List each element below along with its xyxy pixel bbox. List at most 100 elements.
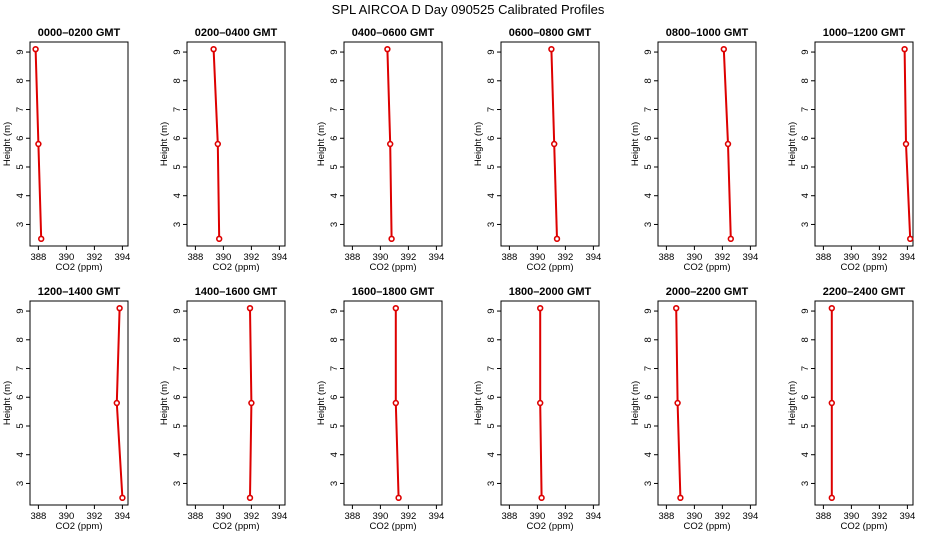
- data-point: [392, 399, 399, 407]
- x-axis-label: CO2 (ppm): [370, 521, 417, 532]
- y-tick-label: 3: [15, 481, 26, 486]
- y-tick-label: 6: [486, 395, 497, 400]
- x-tick-label: 388: [30, 511, 46, 522]
- x-tick-label: 394: [271, 511, 287, 522]
- data-point: [388, 235, 395, 243]
- x-tick-label: 394: [114, 511, 130, 522]
- y-tick-label: 9: [643, 308, 654, 313]
- plot-frame: [186, 41, 286, 247]
- x-tick-label: 394: [585, 252, 601, 263]
- y-tick-label: 6: [172, 136, 183, 141]
- y-tick-label: 8: [800, 78, 811, 83]
- plot-frame: [657, 300, 757, 506]
- y-tick-label: 6: [800, 136, 811, 141]
- y-tick-label: 9: [172, 308, 183, 313]
- y-tick-label: 8: [643, 337, 654, 342]
- profile-panel: 0400–0600 GMT 388 390 392 394 3 4 5 6 7 8 9 CO2 (ppm…: [316, 27, 444, 273]
- plot-frame: [343, 41, 443, 247]
- data-point: [901, 45, 908, 53]
- x-tick-label: 390: [529, 252, 545, 263]
- y-tick-label: 6: [15, 395, 26, 400]
- x-tick-label: 392: [557, 252, 573, 263]
- x-tick-label: 394: [585, 511, 601, 522]
- x-tick-label: 388: [658, 252, 674, 263]
- y-tick-label: 9: [15, 49, 26, 54]
- x-tick-label: 390: [686, 252, 702, 263]
- y-tick-label: 7: [643, 107, 654, 112]
- y-tick-label: 9: [15, 308, 26, 313]
- y-tick-label: 9: [329, 49, 340, 54]
- y-tick-label: 4: [329, 452, 340, 457]
- plot-frame: [500, 300, 600, 506]
- y-tick-label: 3: [329, 481, 340, 486]
- y-tick-label: 5: [486, 423, 497, 428]
- data-point: [210, 45, 217, 53]
- y-tick-label: 8: [329, 337, 340, 342]
- panel-title: 0400–0600 GMT: [352, 27, 435, 39]
- panel-title: 0600–0800 GMT: [509, 27, 592, 39]
- panel-title: 0200–0400 GMT: [195, 27, 278, 39]
- y-axis-label: Height (m): [2, 381, 13, 425]
- plot-frame: [186, 300, 286, 506]
- y-tick-label: 7: [329, 107, 340, 112]
- profile-panel: 2000–2200 GMT 388 390 392 394 3 4 5 6 7 8 9 CO2 (ppm…: [630, 286, 758, 532]
- y-tick-label: 5: [172, 164, 183, 169]
- data-point: [724, 140, 732, 148]
- data-point: [548, 45, 555, 53]
- y-tick-label: 5: [643, 164, 654, 169]
- profile-panel: 1400–1600 GMT 388 390 392 394 3 4 5 6 7 8 9 CO2 (ppm…: [159, 286, 287, 532]
- data-point: [246, 494, 254, 502]
- x-tick-label: 392: [243, 511, 259, 522]
- x-tick-label: 390: [58, 252, 74, 263]
- y-tick-label: 3: [15, 222, 26, 227]
- data-point: [553, 235, 561, 243]
- data-point: [727, 235, 734, 243]
- plot-frame: [814, 300, 914, 506]
- y-tick-label: 7: [800, 366, 811, 371]
- x-tick-label: 388: [815, 511, 831, 522]
- y-tick-label: 3: [643, 481, 654, 486]
- y-tick-label: 4: [329, 193, 340, 198]
- y-tick-label: 3: [172, 481, 183, 486]
- y-axis-label: Height (m): [473, 122, 484, 166]
- y-tick-label: 7: [643, 366, 654, 371]
- plot-frame: [29, 300, 129, 506]
- y-tick-label: 5: [15, 164, 26, 169]
- y-tick-label: 9: [800, 49, 811, 54]
- x-tick-label: 394: [742, 511, 758, 522]
- y-tick-label: 9: [486, 49, 497, 54]
- profile-panel: 0800–1000 GMT 388 390 392 394 3 4 5 6 7 8 9 CO2 (ppm…: [630, 27, 758, 273]
- x-tick-label: 390: [686, 511, 702, 522]
- y-tick-label: 8: [172, 78, 183, 83]
- y-tick-label: 4: [800, 452, 811, 457]
- data-point: [37, 235, 45, 243]
- data-point: [550, 140, 558, 148]
- y-tick-label: 6: [486, 136, 497, 141]
- data-point: [677, 494, 684, 502]
- y-tick-label: 6: [15, 136, 26, 141]
- data-point: [538, 494, 545, 502]
- y-axis-label: Height (m): [159, 381, 170, 425]
- data-point: [248, 399, 255, 407]
- y-tick-label: 5: [329, 164, 340, 169]
- data-point: [828, 494, 835, 502]
- x-tick-label: 390: [843, 252, 859, 263]
- x-tick-label: 394: [428, 511, 444, 522]
- y-tick-label: 4: [15, 452, 26, 457]
- x-tick-label: 394: [899, 252, 915, 263]
- x-tick-label: 394: [899, 511, 915, 522]
- x-tick-label: 392: [871, 511, 887, 522]
- x-axis-label: CO2 (ppm): [841, 262, 888, 273]
- profile-panel: 1000–1200 GMT 388 390 392 394 3 4 5 6 7 8 9 CO2 (ppm…: [787, 27, 915, 273]
- x-tick-label: 390: [215, 511, 231, 522]
- plot-frame: [29, 41, 129, 247]
- panel-title: 0800–1000 GMT: [666, 27, 749, 39]
- y-tick-label: 4: [486, 452, 497, 457]
- x-tick-label: 392: [86, 252, 102, 263]
- y-tick-label: 3: [486, 222, 497, 227]
- y-tick-label: 8: [329, 78, 340, 83]
- y-tick-label: 6: [329, 136, 340, 141]
- y-tick-label: 3: [172, 222, 183, 227]
- x-tick-label: 392: [557, 511, 573, 522]
